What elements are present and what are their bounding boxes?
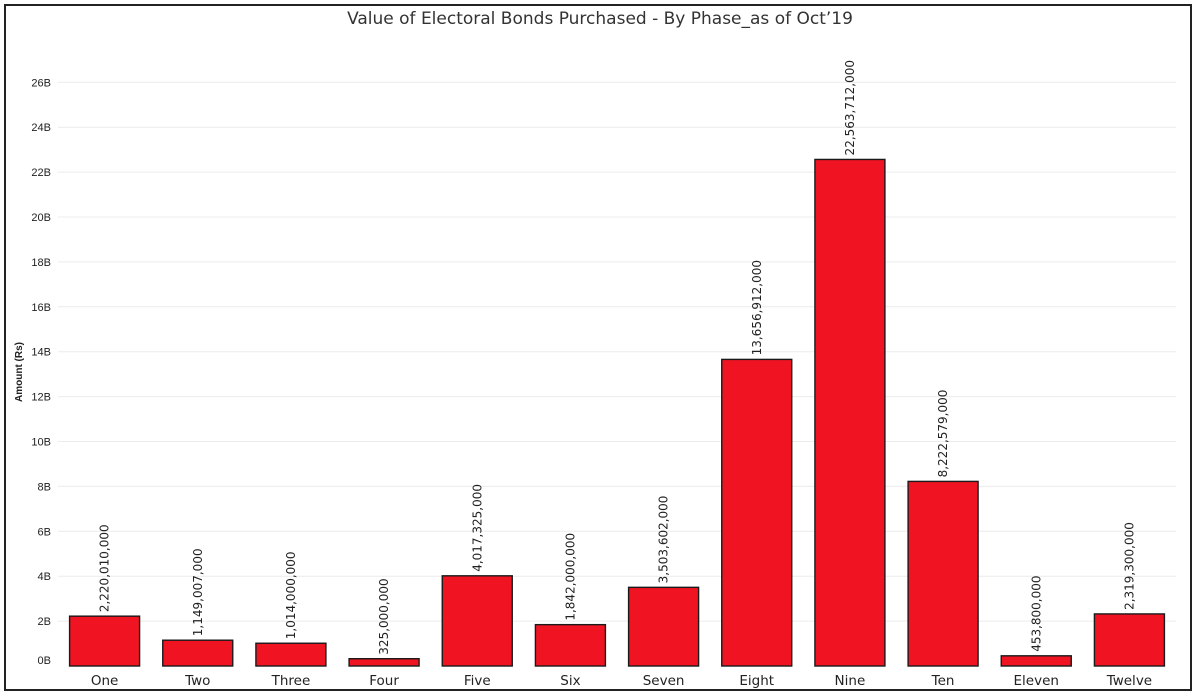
bar-four [348,658,420,667]
y-tick-label: 2B [38,616,51,628]
bar-ten [907,480,979,667]
y-tick-label: 22B [31,167,51,179]
x-axis-categories: One Two Three Four Five Six Seven Eight Nine Ten E… [91,673,1152,689]
bar-eight [721,358,793,667]
data-label: 1,014,000,000 [284,551,298,639]
y-tick-label: 12B [31,392,51,404]
bar-seven [627,586,700,667]
data-label: 2,319,300,000 [1122,522,1136,610]
x-category-label: Seven [643,673,685,689]
data-label: 325,000,000 [377,578,391,654]
data-label: 4,017,325,000 [470,484,484,572]
y-tick-label: 8B [38,481,51,493]
y-tick-label: 6B [38,526,51,538]
x-category-label: Five [464,673,491,689]
y-tick-label: 4B [38,571,51,583]
x-category-label: Three [271,673,311,689]
x-category-label: Eight [739,673,774,689]
chart-title: Value of Electoral Bonds Purchased - By … [347,9,853,29]
y-axis-ticks: 0B 2B 4B 6B 8B 10B 12B 14B 16B 18B 20B 22B 24B 26B [31,77,51,667]
y-axis-title: Amount (Rs) [14,342,25,402]
y-tick-label: 14B [31,347,51,359]
y-tick-label: 24B [31,122,51,134]
data-label: 8,222,579,000 [936,390,950,478]
data-label: 1,842,000,000 [563,533,577,621]
bar-nine [814,158,886,667]
data-label: 22,563,712,000 [843,60,857,155]
x-category-label: Nine [835,673,866,689]
data-label: 453,800,000 [1029,575,1043,651]
y-tick-label: 10B [31,437,51,449]
y-tick-label: 20B [31,212,51,224]
x-category-label: Ten [931,673,955,689]
y-tick-label: 26B [31,77,51,89]
data-label: 13,656,912,000 [750,260,764,355]
bar-twelve [1093,613,1166,667]
data-labels: 2,220,010,000 1,149,007,000 1,014,000,000 3… [98,60,1137,655]
x-category-label: Twelve [1106,673,1152,689]
data-label: 1,149,007,000 [191,548,205,636]
bar-six [534,623,607,667]
x-category-label: One [91,673,119,689]
gridlines [58,81,1176,622]
bar-eleven [1000,655,1072,667]
x-category-label: Four [369,673,399,689]
bar-two [162,639,234,667]
y-tick-label: 18B [31,257,51,269]
y-tick-label: 0B [38,655,51,667]
data-label: 2,220,010,000 [98,524,112,612]
bar-three [255,642,327,667]
bars [68,158,1166,667]
x-category-label: Two [184,673,210,689]
x-category-label: Six [560,673,580,689]
y-tick-label: 16B [31,302,51,314]
x-category-label: Eleven [1014,673,1059,689]
bar-one [68,615,141,667]
bar-five [441,575,513,667]
data-label: 3,503,602,000 [657,496,671,584]
